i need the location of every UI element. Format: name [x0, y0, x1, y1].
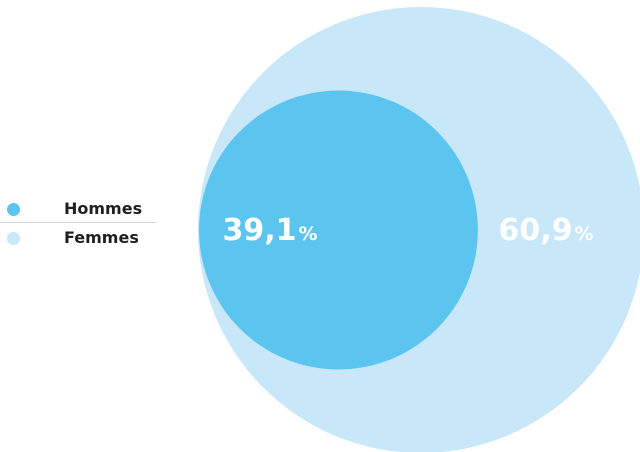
data-label-hommes-unit: %: [298, 223, 317, 245]
legend-item-femmes: Femmes: [0, 222, 156, 251]
data-label-femmes-value: 60,9: [498, 213, 572, 248]
data-label-femmes-unit: %: [574, 223, 593, 245]
data-label-femmes: 60,9%: [498, 213, 593, 248]
circle-hommes: [199, 90, 478, 370]
data-label-hommes-value: 39,1: [222, 213, 296, 248]
legend-dot-hommes: [7, 203, 20, 216]
legend-label-femmes: Femmes: [64, 228, 139, 247]
chart-legend: Hommes Femmes: [0, 194, 156, 251]
legend-label-hommes: Hommes: [64, 199, 143, 218]
legend-dot-femmes: [7, 232, 20, 245]
legend-item-hommes: Hommes: [0, 194, 156, 222]
data-label-hommes: 39,1%: [222, 213, 317, 248]
